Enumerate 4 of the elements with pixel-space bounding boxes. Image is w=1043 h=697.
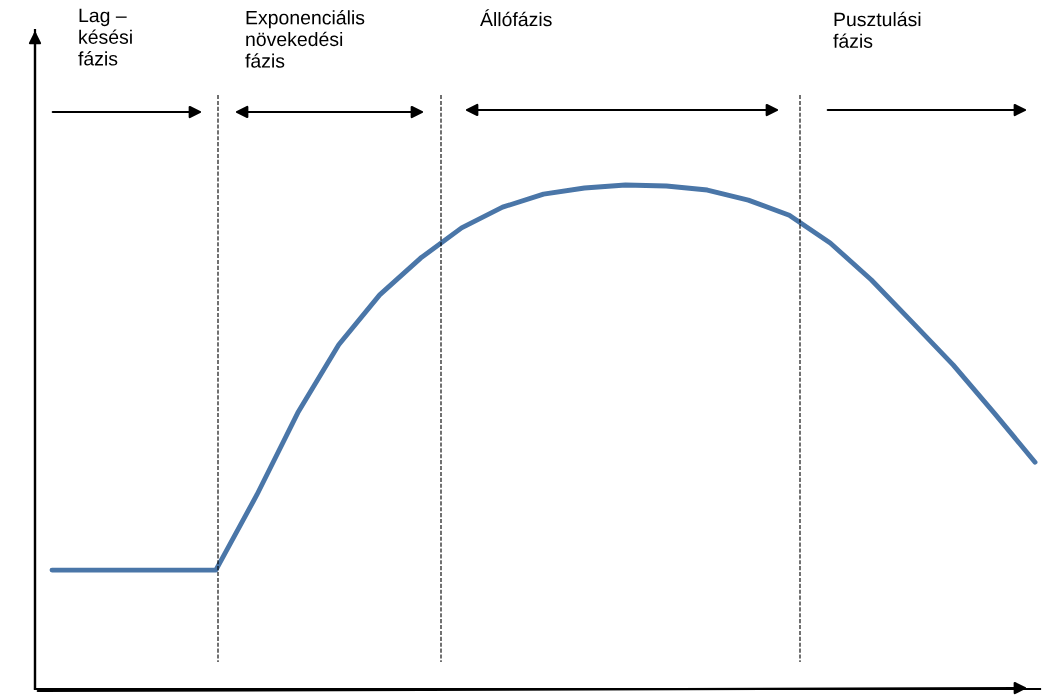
text: Állófázis — [480, 9, 552, 27]
text: Lag – késési fázis — [78, 8, 132, 66]
text: Pusztulási fázis — [833, 11, 921, 48]
text: Exponenciális növekedési fázis — [245, 10, 365, 68]
